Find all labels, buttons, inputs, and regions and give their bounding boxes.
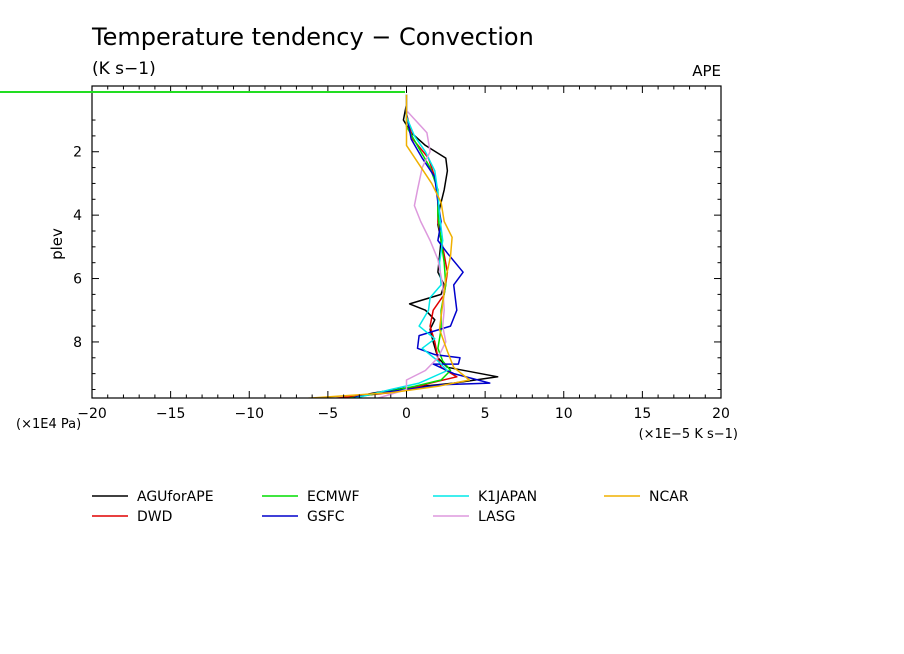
x-tick-label: −5 [318,406,339,422]
y-tick-label: 4 [73,208,82,224]
series-line-lasg [375,94,447,398]
units-label: (K s−1) [92,59,156,79]
x-tick-label: −10 [234,406,264,422]
series-line-dwd [330,94,458,398]
experiment-tag: APE [692,62,721,80]
x-tick-label: 0 [402,406,411,422]
legend-label: LASG [478,509,515,525]
legend-label: DWD [137,509,172,525]
series-line-ncar [300,94,471,398]
chart-title: Temperature tendency − Convection [91,23,534,51]
x-tick-label: 20 [712,406,730,422]
y-axis-label: plev [48,228,66,260]
series-layer [300,94,499,398]
legend-label: NCAR [649,489,689,505]
x-tick-label: 5 [481,406,490,422]
series-line-gsfc [351,94,491,398]
x-unit-label: (×1E−5 K s−1) [639,427,738,442]
legend-label: K1JAPAN [478,489,537,505]
y-tick-label: 2 [73,145,82,161]
legend-label: ECMWF [307,489,360,505]
x-tick-label: 15 [633,406,651,422]
ticks-layer: −20 −15 −10 −5 0 5 10 15 20 2 4 6 8 [73,86,730,422]
legend-label: AGUforAPE [137,489,214,505]
y-tick-label: 8 [73,335,82,351]
x-tick-label: −15 [156,406,186,422]
x-tick-label: −20 [77,406,107,422]
series-line-k1japan [352,94,449,398]
series-line-aguforape [344,94,499,398]
series-line-ecmwf [345,94,452,398]
legend: AGUforAPE DWD ECMWF GSFC K1JAPAN LASG NCAR [92,489,689,525]
y-tick-label: 6 [73,272,82,288]
legend-label: GSFC [307,509,345,525]
x-tick-label: 10 [555,406,573,422]
y-unit-label: (×1E4 Pa) [16,417,81,432]
